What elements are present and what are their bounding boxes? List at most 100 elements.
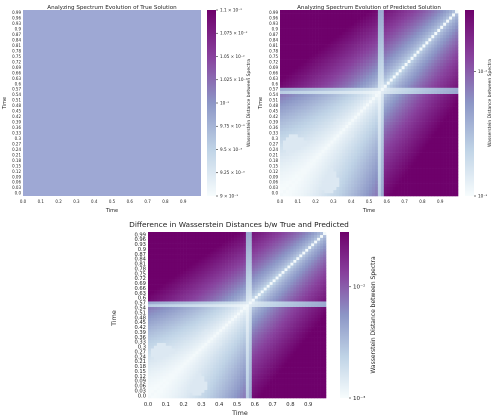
heatmap-cell xyxy=(419,96,423,101)
heatmap-cell xyxy=(366,44,370,48)
x-ticks: 0.0 0.1 0.2 0.3 0.4 0.5 0.6 0.7 0.8 0.9 xyxy=(277,199,444,204)
heatmap-cell xyxy=(318,59,322,63)
heatmap-cell xyxy=(306,115,310,119)
heatmap-cell xyxy=(195,328,199,332)
heatmap-cell xyxy=(431,25,435,29)
heatmap-cell xyxy=(282,140,287,144)
heatmap-cell xyxy=(318,93,322,98)
heatmap-cell xyxy=(449,143,453,147)
heatmap-cell xyxy=(389,171,394,175)
heatmap-cell xyxy=(207,392,211,396)
heatmap-cell xyxy=(294,118,299,122)
heatmap-cell xyxy=(171,287,175,291)
heatmap-cell xyxy=(186,256,190,260)
heatmap-cell xyxy=(174,362,178,366)
heatmap-cell xyxy=(434,47,438,51)
heatmap-cell xyxy=(345,165,349,169)
heatmap-cell xyxy=(380,134,385,138)
heatmap-cell xyxy=(159,251,164,255)
heatmap-cell xyxy=(360,109,364,113)
heatmap-cell xyxy=(357,192,361,197)
heatmap-cell xyxy=(327,165,331,169)
heatmap-cell xyxy=(371,165,376,169)
heatmap-cell xyxy=(419,22,423,26)
heatmap-cell xyxy=(425,75,429,79)
heatmap-cell xyxy=(366,96,370,101)
heatmap-cell xyxy=(204,381,208,385)
heatmap-cell xyxy=(369,155,373,160)
heatmap-cell xyxy=(165,306,170,310)
heatmap-cell xyxy=(333,56,337,60)
heatmap-cell xyxy=(371,183,376,187)
heatmap-cell xyxy=(404,168,408,172)
heatmap-cell xyxy=(148,290,152,294)
heatmap-cell xyxy=(171,232,175,236)
heatmap-cell xyxy=(377,34,382,39)
heatmap-cell xyxy=(434,146,438,150)
y-tick-label: 0.93 xyxy=(269,21,278,26)
heatmap-cell xyxy=(389,34,394,39)
heatmap-cell xyxy=(153,256,158,260)
heatmap-cell xyxy=(309,72,313,76)
heatmap-cell xyxy=(285,13,290,17)
heatmap-cell xyxy=(354,106,358,110)
heatmap-cell xyxy=(416,75,420,79)
heatmap-cell xyxy=(342,146,346,150)
heatmap-cell xyxy=(330,124,334,129)
heatmap-cell xyxy=(294,78,299,82)
heatmap-cell xyxy=(336,72,340,76)
heatmap-cell xyxy=(395,134,399,138)
heatmap-cell xyxy=(207,232,211,236)
heatmap-cell xyxy=(345,124,349,129)
heatmap-cell xyxy=(288,149,293,153)
heatmap-cell xyxy=(342,180,346,184)
heatmap-cell xyxy=(345,81,349,85)
heatmap-cell xyxy=(431,124,435,129)
heatmap-cell xyxy=(174,295,178,299)
heatmap-cell xyxy=(449,130,453,135)
heatmap-cell xyxy=(434,37,438,42)
heatmap-cell xyxy=(207,290,211,294)
heatmap-cell xyxy=(280,143,284,147)
heatmap-cell xyxy=(345,68,349,73)
heatmap-cell xyxy=(171,240,175,244)
heatmap-cell xyxy=(327,93,331,98)
colorbar-ticks: 10⁻²10⁻³ xyxy=(474,69,488,198)
heatmap-cell xyxy=(168,328,173,332)
heatmap-cell xyxy=(195,389,199,393)
heatmap-cell xyxy=(440,56,444,60)
heatmap-cell xyxy=(288,177,293,181)
heatmap-cell xyxy=(374,93,379,98)
heatmap-cell xyxy=(180,395,184,399)
heatmap-cell xyxy=(351,146,355,150)
heatmap-cell xyxy=(180,281,184,285)
heatmap-cell xyxy=(204,384,208,388)
heatmap-cell xyxy=(336,106,340,110)
heatmap-cell xyxy=(288,22,293,26)
heatmap-cell xyxy=(455,180,459,184)
heatmap-cell xyxy=(446,152,450,156)
heatmap-cell xyxy=(410,68,414,73)
heatmap-cell xyxy=(162,356,167,360)
y-tick-label: 0.78 xyxy=(269,48,278,53)
heatmap-cell xyxy=(386,137,391,141)
heatmap-cell xyxy=(437,127,441,132)
heatmap-cell xyxy=(312,34,316,39)
heatmap-cell xyxy=(434,189,438,194)
heatmap-cell xyxy=(177,386,181,390)
heatmap-cell xyxy=(440,106,444,110)
heatmap-cell xyxy=(380,28,385,32)
heatmap-cell xyxy=(401,109,405,113)
heatmap-cell xyxy=(177,237,181,241)
heatmap-cell xyxy=(165,309,170,313)
heatmap-cell xyxy=(351,149,355,153)
heatmap-cell xyxy=(428,47,432,51)
heatmap-cell xyxy=(377,96,382,101)
heatmap-cell xyxy=(360,50,364,54)
heatmap-cell xyxy=(377,81,382,85)
heatmap-cell xyxy=(186,378,190,382)
heatmap-cell xyxy=(189,392,193,396)
heatmap-cell xyxy=(192,254,196,258)
heatmap-cell xyxy=(282,87,287,91)
heatmap-cell xyxy=(395,171,399,175)
